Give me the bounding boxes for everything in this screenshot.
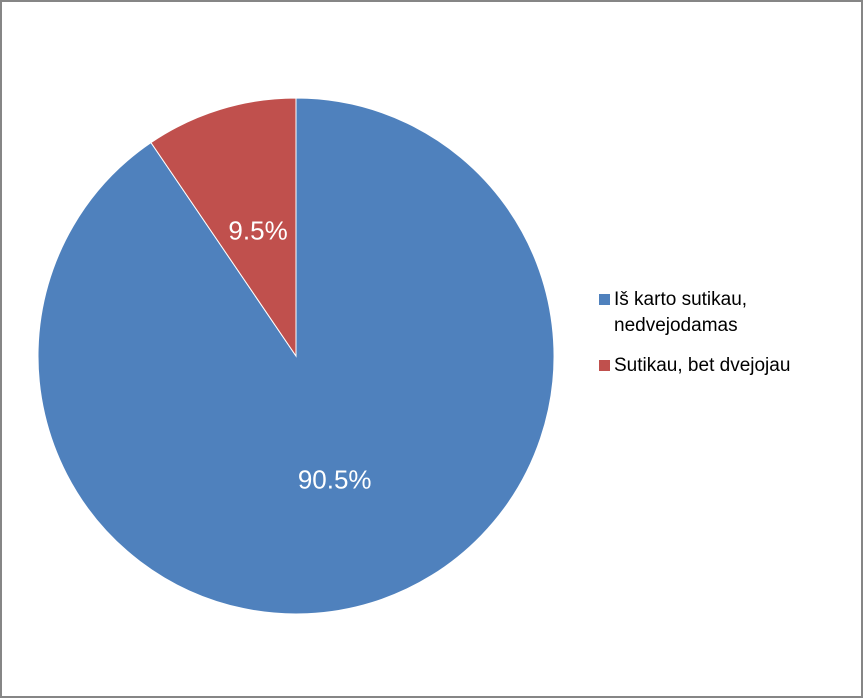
legend-swatch-0 (599, 294, 610, 305)
legend-label-1: Sutikau, bet dvejojau (614, 355, 791, 376)
pie-slice-1[interactable] (150, 97, 297, 358)
pie-data-labels: 90.5% 9.5% (228, 216, 371, 495)
legend-item-1[interactable]: Sutikau, bet dvejojau (599, 353, 859, 379)
legend-item-0[interactable]: Iš karto sutikau, nedvejodamas (599, 287, 859, 339)
pie-data-label-1: 9.5% (228, 216, 287, 246)
legend: Iš karto sutikau, nedvejodamas Sutikau, … (599, 287, 859, 393)
pie-data-label-0: 90.5% (298, 465, 372, 495)
legend-label-0: Iš karto sutikau, nedvejodamas (614, 289, 748, 336)
pie-slices (37, 97, 555, 615)
legend-swatch-1 (599, 360, 610, 371)
